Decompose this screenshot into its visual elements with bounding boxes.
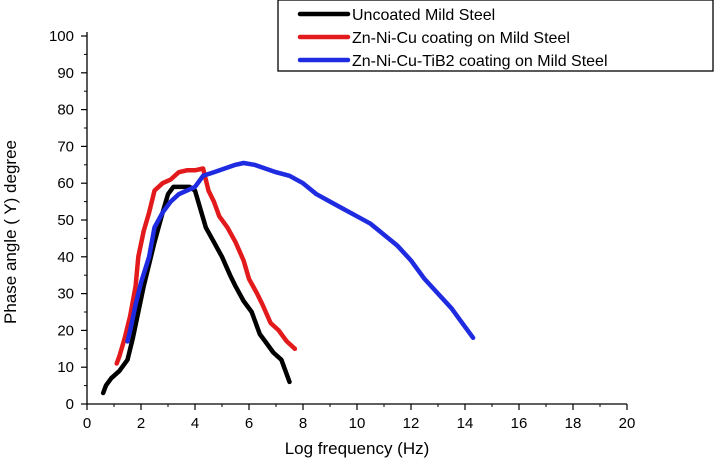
x-tick-label: 10 [349,415,366,432]
legend-label-2: Zn-Ni-Cu coating on Mild Steel [352,30,570,47]
y-tick-label: 20 [57,322,74,339]
x-tick-label: 20 [619,415,636,432]
ticks: 0 2 4 6 8 10 12 14 16 18 20 0 10 20 30 40 50 60 70 80 90 100 [49,28,635,432]
y-tick-label: 40 [57,249,74,266]
x-tick-label: 2 [137,415,145,432]
y-tick-label: 0 [66,396,74,413]
legend-label-1: Uncoated Mild Steel [352,7,495,24]
y-tick-label: 30 [57,286,74,303]
y-tick-label: 80 [57,102,74,119]
x-axis-title: Log frequency (Hz) [285,439,430,458]
x-tick-label: 14 [457,415,474,432]
x-tick-label: 6 [245,415,253,432]
y-tick-label: 10 [57,359,74,376]
x-tick-label: 12 [403,415,420,432]
series-line-1 [100,184,292,396]
y-axis-title: Phase angle ( Y) degree [1,140,20,324]
x-tick-label: 16 [511,415,528,432]
y-tick-label: 60 [57,175,74,192]
legend-label-3: Zn-Ni-Cu-TiB2 coating on Mild Steel [352,53,608,70]
series-lines [100,160,476,396]
y-tick-label: 50 [57,212,74,229]
y-tick-label: 100 [49,28,74,45]
y-tick-label: 90 [57,65,74,82]
y-tick-label: 70 [57,138,74,155]
legend: Uncoated Mild Steel Zn-Ni-Cu coating on M… [277,0,714,72]
x-tick-label: 0 [83,415,91,432]
series-line-2 [114,166,298,366]
x-tick-label: 4 [191,415,199,432]
legend-box [277,0,714,72]
x-tick-label: 18 [565,415,582,432]
series-line-3 [125,160,476,344]
x-tick-label: 8 [299,415,307,432]
